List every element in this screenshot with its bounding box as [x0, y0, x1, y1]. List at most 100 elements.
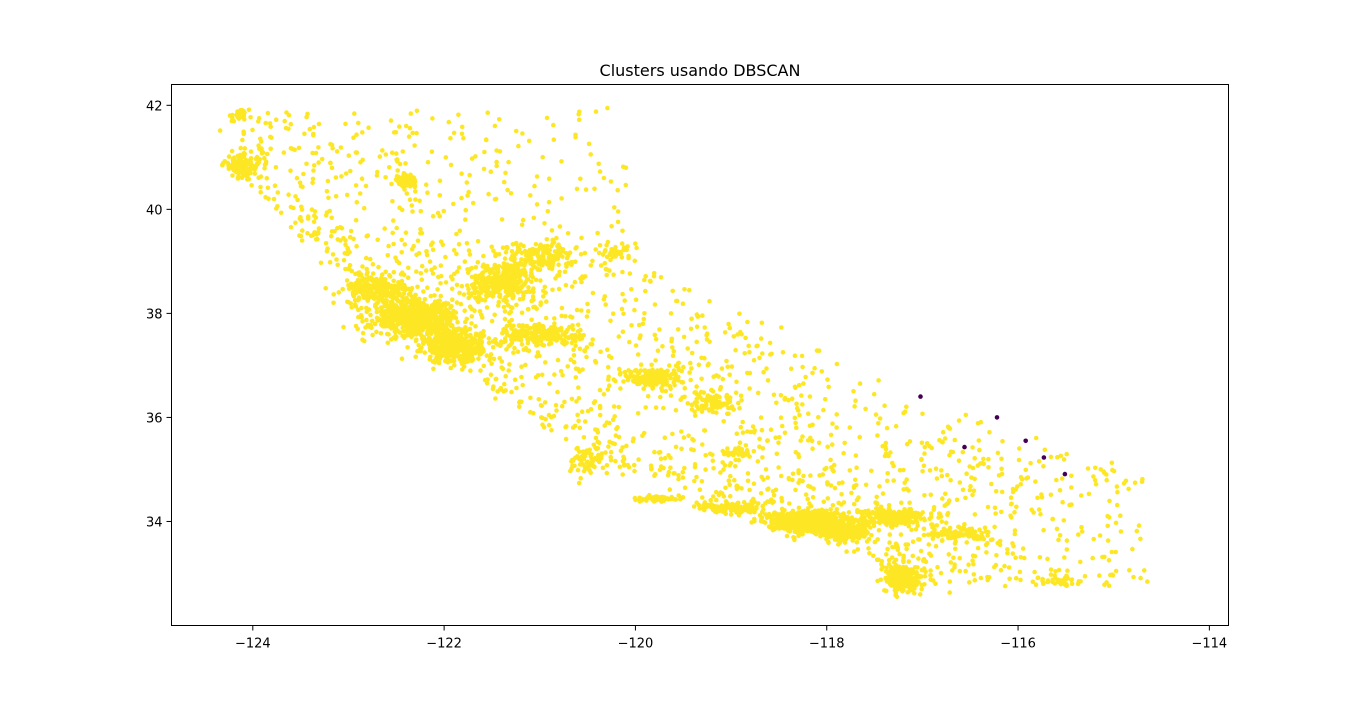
data-point-cluster-0	[503, 274, 509, 280]
data-point-cluster-0	[470, 351, 476, 356]
data-point-cluster-0	[668, 465, 673, 471]
data-point-cluster-0	[464, 180, 470, 185]
data-point-cluster-0	[288, 224, 294, 230]
data-point-cluster-0	[985, 574, 990, 580]
data-point-cluster-0	[869, 532, 874, 538]
data-point-cluster-0	[652, 302, 658, 307]
data-point-cluster-0	[602, 260, 608, 266]
data-point-cluster-0	[743, 335, 748, 341]
data-point-cluster-0	[737, 406, 742, 411]
data-point-cluster-0	[793, 385, 798, 391]
data-point-cluster-0	[329, 229, 335, 234]
data-point-cluster-0	[752, 516, 757, 522]
data-point-cluster-0	[445, 310, 450, 316]
data-point-cluster-0	[401, 328, 406, 334]
data-point-cluster-0	[417, 198, 422, 204]
data-point-cluster-0	[419, 277, 425, 283]
data-point-cluster-0	[353, 281, 358, 286]
data-point-cluster-0	[348, 228, 354, 234]
data-point-cluster-0	[632, 258, 638, 264]
data-point-cluster-0	[479, 339, 484, 344]
data-point-cluster-0	[432, 293, 437, 298]
data-point-cluster-0	[466, 286, 471, 292]
data-point-cluster-0	[505, 187, 510, 193]
data-point-cluster-0	[763, 500, 768, 506]
data-point-cluster-0	[516, 262, 521, 268]
data-point-cluster-0	[359, 305, 364, 311]
data-point-cluster-0	[940, 429, 946, 435]
data-point-cluster-0	[443, 155, 449, 160]
data-point-cluster-0	[466, 290, 472, 296]
data-point-cluster-0	[331, 292, 337, 297]
data-point-cluster-0	[597, 169, 603, 174]
data-point-cluster-0	[940, 440, 945, 445]
data-point-cluster-0	[993, 511, 998, 516]
data-point-cluster-0	[939, 468, 944, 473]
data-point-cluster-0	[1015, 484, 1020, 489]
data-point-cluster-0	[353, 183, 359, 188]
data-point-cluster-0	[734, 379, 739, 385]
data-point-cluster-0	[673, 373, 679, 378]
data-point-cluster-0	[907, 500, 912, 506]
data-point-cluster-0	[732, 477, 737, 483]
data-point-cluster-0	[366, 287, 371, 293]
data-point-cluster-0	[548, 337, 553, 343]
data-point-cluster-0	[374, 329, 379, 335]
data-point-cluster-0	[492, 197, 498, 202]
data-point-cluster-0	[716, 374, 721, 379]
data-point-cluster-0	[596, 161, 601, 167]
data-point-cluster-0	[758, 336, 764, 341]
data-point-cluster-0	[751, 481, 757, 487]
data-point-cluster-0	[797, 412, 802, 418]
data-point-cluster-0	[387, 274, 393, 279]
data-point-cluster-0	[409, 328, 415, 333]
data-point-cluster-0	[265, 185, 271, 191]
data-point-cluster-0	[921, 556, 927, 562]
data-point-cluster-0	[853, 453, 859, 458]
data-point-cluster-0	[502, 256, 508, 261]
data-point-cluster-0	[711, 466, 716, 471]
data-point-cluster-0	[374, 315, 380, 321]
data-point-cluster-0	[630, 438, 636, 444]
data-point-cluster-0	[747, 487, 752, 493]
data-point-cluster-0	[692, 413, 698, 418]
data-point-cluster-0	[363, 183, 369, 189]
data-point-cluster-0	[725, 364, 730, 370]
data-point-cluster-0	[386, 243, 391, 249]
data-point-cluster-0	[1035, 495, 1040, 501]
data-point-cluster-0	[553, 276, 558, 281]
data-point-cluster-0	[412, 143, 417, 148]
data-point-cluster-0	[448, 136, 453, 141]
data-point-cluster-0	[555, 328, 560, 333]
data-point-cluster-0	[829, 465, 834, 470]
data-point-cluster-0	[1022, 555, 1027, 561]
data-point-cluster-0	[228, 163, 233, 168]
data-point-cluster-0	[856, 495, 861, 500]
data-point-cluster-0	[720, 376, 726, 382]
data-point-cluster-0	[692, 464, 698, 470]
data-point-cluster-0	[970, 553, 976, 558]
data-point-cluster-0	[956, 418, 962, 423]
data-point-cluster-0	[524, 277, 530, 282]
data-point-cluster-0	[519, 284, 525, 290]
data-point-cluster-0	[413, 197, 418, 202]
data-point-cluster-0	[431, 349, 436, 354]
data-point-cluster-0	[470, 358, 475, 363]
data-point-cluster-0	[529, 267, 534, 272]
data-point-cluster-0	[1138, 536, 1143, 542]
data-point-cluster-0	[402, 322, 408, 328]
data-point-cluster-0	[700, 313, 705, 318]
data-point-cluster-0	[747, 386, 752, 391]
data-point-cluster-0	[469, 321, 474, 326]
data-point-cluster-0	[477, 283, 483, 289]
data-point-cluster-0	[597, 387, 603, 393]
data-point-cluster-0	[1067, 502, 1072, 508]
data-point-cluster-0	[997, 542, 1003, 548]
data-point-cluster-0	[658, 456, 664, 462]
data-point-cluster-0	[758, 415, 764, 420]
data-point-cluster-0	[697, 487, 703, 493]
data-point-cluster-0	[1036, 459, 1042, 464]
data-point-cluster-0	[857, 434, 862, 440]
data-point-cluster-0	[740, 419, 745, 425]
data-point-cluster-0	[696, 362, 702, 368]
